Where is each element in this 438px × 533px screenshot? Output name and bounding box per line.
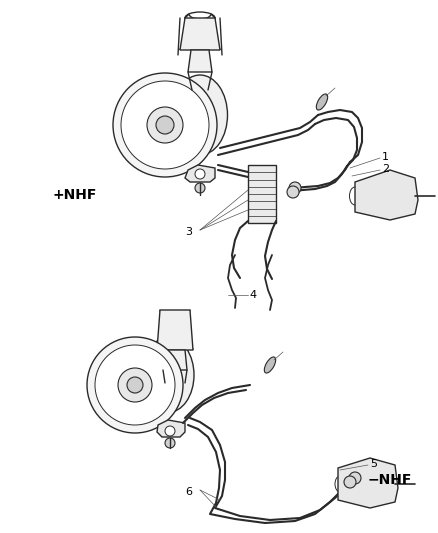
Ellipse shape bbox=[106, 392, 117, 405]
Circle shape bbox=[165, 426, 175, 436]
Text: −NHF: −NHF bbox=[368, 473, 412, 487]
Circle shape bbox=[287, 186, 299, 198]
Circle shape bbox=[165, 438, 175, 448]
Circle shape bbox=[87, 337, 183, 433]
Polygon shape bbox=[180, 18, 220, 50]
Circle shape bbox=[147, 107, 183, 143]
Circle shape bbox=[344, 476, 356, 488]
Polygon shape bbox=[157, 310, 193, 350]
Ellipse shape bbox=[128, 353, 142, 362]
Polygon shape bbox=[338, 458, 398, 508]
Ellipse shape bbox=[316, 94, 328, 110]
Circle shape bbox=[113, 73, 217, 177]
Circle shape bbox=[349, 472, 361, 484]
Text: 2: 2 bbox=[382, 164, 389, 174]
Text: +NHF: +NHF bbox=[52, 188, 96, 202]
Ellipse shape bbox=[133, 133, 145, 147]
Circle shape bbox=[195, 183, 205, 193]
Bar bbox=[248, 165, 276, 223]
Circle shape bbox=[118, 368, 152, 402]
Ellipse shape bbox=[142, 337, 194, 413]
Ellipse shape bbox=[153, 392, 164, 405]
Ellipse shape bbox=[185, 133, 197, 147]
Text: 4: 4 bbox=[249, 290, 256, 300]
Polygon shape bbox=[185, 165, 215, 182]
Polygon shape bbox=[188, 50, 212, 72]
Ellipse shape bbox=[157, 90, 173, 100]
Text: 1: 1 bbox=[382, 152, 389, 162]
Circle shape bbox=[127, 377, 143, 393]
Polygon shape bbox=[157, 420, 185, 437]
Circle shape bbox=[156, 116, 174, 134]
Circle shape bbox=[195, 169, 205, 179]
Ellipse shape bbox=[173, 75, 227, 155]
Text: 3: 3 bbox=[185, 227, 192, 237]
Text: 6: 6 bbox=[185, 487, 192, 497]
Polygon shape bbox=[355, 170, 418, 220]
Polygon shape bbox=[163, 350, 187, 370]
Circle shape bbox=[289, 182, 301, 194]
Circle shape bbox=[121, 81, 209, 169]
Text: 5: 5 bbox=[370, 459, 377, 469]
Circle shape bbox=[95, 345, 175, 425]
Ellipse shape bbox=[264, 357, 276, 373]
